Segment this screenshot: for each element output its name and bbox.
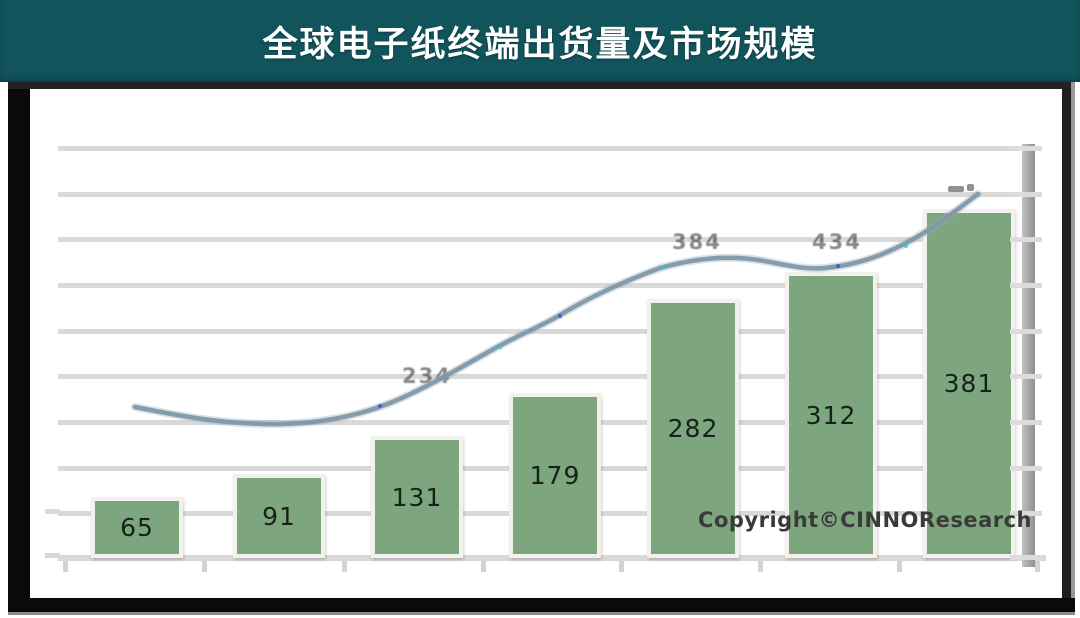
secondary-axis-tick <box>1010 555 1042 560</box>
secondary-axis-tick <box>1010 329 1042 334</box>
line-label-faint-3: 434 <box>812 230 862 254</box>
x-axis-tick <box>342 561 347 572</box>
frame-bottom-highlight <box>8 612 1075 615</box>
line-label-faint-2: 384 <box>672 230 722 254</box>
chart-title: 全球电子纸终端出货量及市场规模 <box>262 24 818 65</box>
secondary-axis-tick <box>1010 374 1042 379</box>
frame-right <box>1062 89 1072 615</box>
line-artifact-dot <box>836 264 840 268</box>
x-axis-baseline <box>58 555 1046 561</box>
gridline <box>58 146 1040 151</box>
x-axis-tick <box>1035 561 1040 572</box>
secondary-axis-bar <box>1022 144 1035 567</box>
bar-2-value: 91 <box>262 501 296 531</box>
secondary-axis-tick <box>1010 237 1042 242</box>
gridline <box>58 329 1040 334</box>
secondary-axis-tick <box>1010 466 1042 471</box>
bar-4: 179 <box>509 393 601 558</box>
secondary-axis-tick <box>1010 283 1042 288</box>
bar-2: 91 <box>233 474 325 558</box>
bar-6-value: 312 <box>805 400 857 430</box>
banner-underline <box>8 82 1072 89</box>
frame-bottom <box>8 598 1075 615</box>
bar-1: 65 <box>91 497 183 558</box>
bar-7: 381 <box>923 209 1015 558</box>
x-axis-tick <box>481 561 486 572</box>
bar-5-value: 282 <box>667 414 719 443</box>
bar-4-value: 179 <box>529 461 581 490</box>
secondary-axis-tick <box>1010 511 1042 516</box>
gridline <box>58 192 1040 197</box>
line-artifact-dot <box>378 404 382 408</box>
gridline <box>58 237 1040 242</box>
x-axis-tick <box>897 561 902 572</box>
secondary-axis-tick <box>1010 146 1042 151</box>
x-axis-tick <box>758 561 763 572</box>
x-axis-tick <box>63 561 68 572</box>
frame-right-highlight <box>1071 82 1075 615</box>
y-axis-tick <box>45 509 60 514</box>
line-label-faint-1: 234 <box>402 364 452 388</box>
line-label-faint-4b <box>967 184 974 191</box>
bar-3-value: 131 <box>391 482 443 512</box>
bar-1-value: 65 <box>120 513 154 542</box>
bar-7-value: 381 <box>943 369 995 398</box>
line-artifact-dot <box>904 244 908 248</box>
frame-left <box>8 89 30 615</box>
bar-3: 131 <box>371 436 463 558</box>
title-banner: 全球电子纸终端出货量及市场规模 <box>0 0 1080 82</box>
x-axis-tick <box>202 561 207 572</box>
line-artifact-dot <box>498 345 502 349</box>
y-axis-tick <box>45 553 60 558</box>
line-label-faint-4 <box>948 186 964 192</box>
secondary-axis-tick <box>1010 192 1042 197</box>
secondary-axis-tick <box>1010 420 1042 425</box>
copyright-watermark: Copyright©CINNOResearch <box>698 508 1032 532</box>
gridline <box>58 283 1040 288</box>
gridline <box>58 374 1040 379</box>
x-axis-tick <box>619 561 624 572</box>
line-artifact-dot <box>661 265 665 269</box>
line-artifact-dot <box>558 314 562 318</box>
